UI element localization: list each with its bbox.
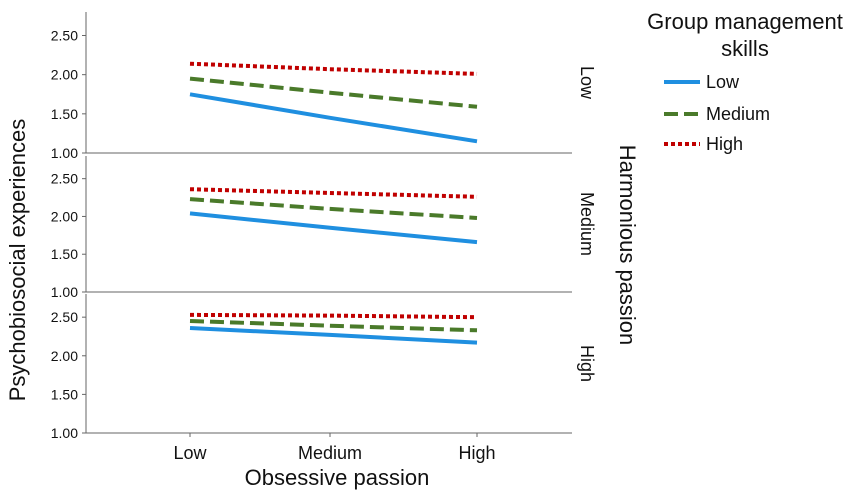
y-tick-label: 2.00 [51,208,78,224]
legend-items: Low Medium High [664,72,770,154]
legend-label-high: High [706,134,743,154]
series-line-low [189,92,478,144]
y-tick-label: 1.00 [51,145,78,161]
x-axis: Low Medium High [173,433,496,463]
legend-label-medium: Medium [706,104,770,124]
series-line-medium [189,197,478,220]
x-tick-label: Medium [298,443,362,463]
y-axis-title: Psychobiosocial experiences [5,119,30,402]
panel-high: 1.00 1.50 2.00 2.50 High [51,294,597,441]
y-tick-label: 2.00 [51,67,78,83]
panel-medium: 1.00 1.50 2.00 2.50 Medium [51,156,597,300]
y-tick-label: 1.50 [51,246,78,262]
facet-label-low: Low [577,66,597,100]
y-tick-label: 1.50 [51,386,78,402]
x-axis-title: Obsessive passion [245,465,430,490]
y-tick-label: 2.50 [51,171,78,187]
y-tick-label: 2.00 [51,348,78,364]
y-tick-label: 2.50 [51,28,78,44]
series-line-low [189,211,478,245]
y-tick-label: 1.00 [51,284,78,300]
panel-low: 1.00 1.50 2.00 2.50 Low [51,12,597,161]
legend-title-line-1: Group management [647,9,843,34]
legend-label-low: Low [706,72,740,92]
series-line-high [189,312,478,320]
legend: Group management skills Low Medium High [647,9,843,154]
facet-title: Harmonious passion [615,145,640,346]
x-tick-label: High [458,443,495,463]
y-tick-label: 1.00 [51,425,78,441]
series-line-high [189,61,478,76]
facet-label-high: High [577,345,597,382]
series-line-medium [189,76,478,109]
series-line-medium [189,319,478,333]
facet-label-medium: Medium [577,192,597,256]
y-tick-label: 1.50 [51,106,78,122]
y-tick-label: 2.50 [51,309,78,325]
series-line-low [189,326,478,345]
legend-title-line-2: skills [721,36,769,61]
series-line-high [189,187,478,199]
panels-layer: 1.00 1.50 2.00 2.50 Low 1.00 1.50 2.00 2.50 Mediu… [51,12,597,441]
x-tick-label: Low [173,443,207,463]
